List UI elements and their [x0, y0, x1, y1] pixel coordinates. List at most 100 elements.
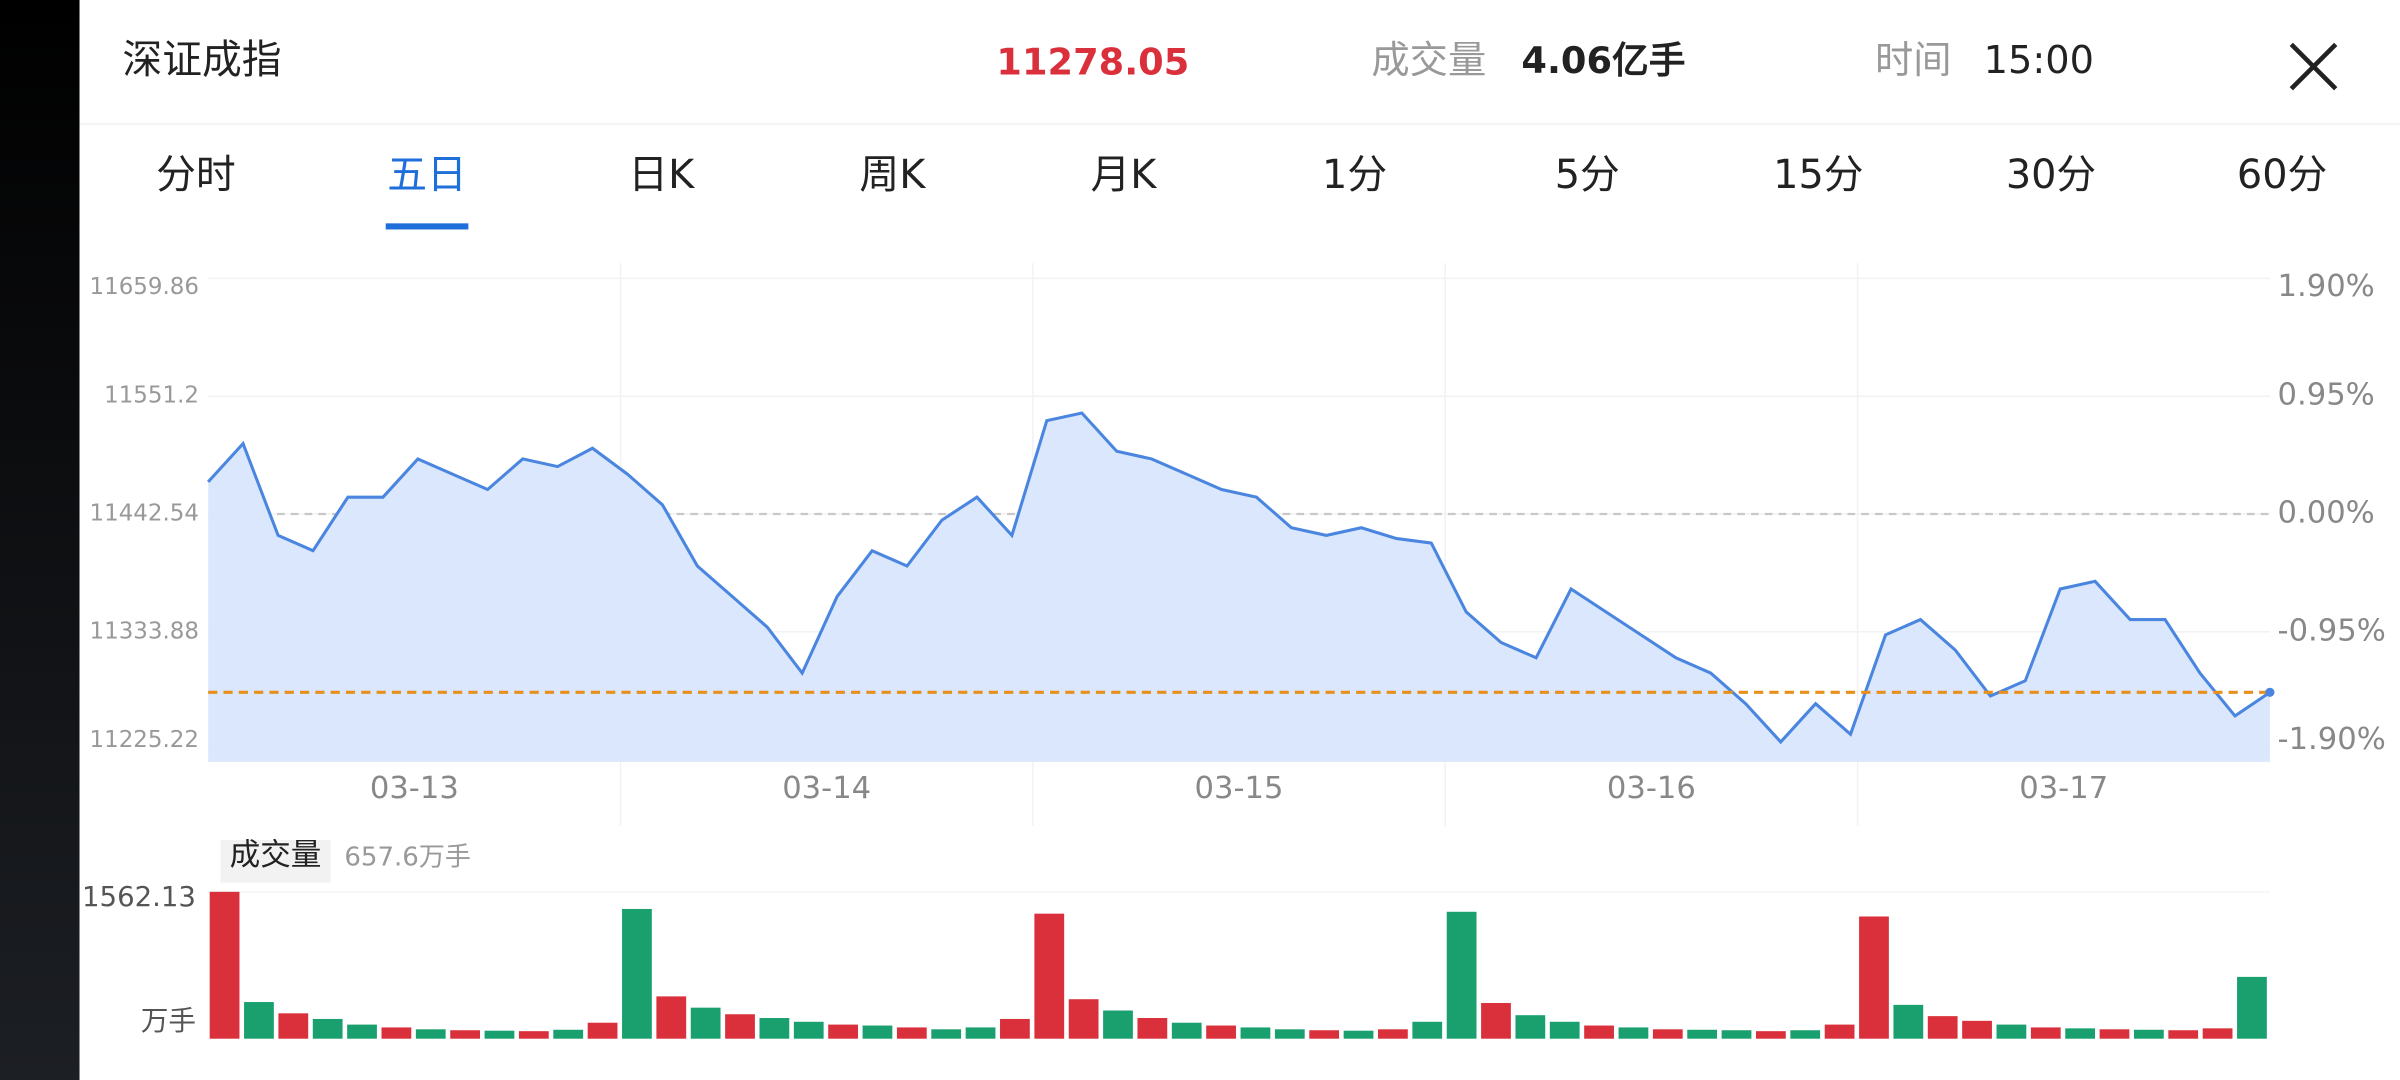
- volume-bar: [2237, 976, 2267, 1039]
- index-name: 深证成指: [122, 37, 281, 83]
- x-tick-label: 03-14: [782, 771, 871, 806]
- volume-bar: [793, 1021, 824, 1039]
- volume-bar: [1618, 1027, 1649, 1039]
- volume-bar: [1378, 1029, 1408, 1039]
- volume-bar: [1721, 1030, 1752, 1039]
- volume-bar: [1000, 1018, 1030, 1039]
- price-area: [208, 413, 2270, 762]
- volume-bar: [828, 1024, 858, 1039]
- volume-bar: [896, 1027, 927, 1039]
- volume-bar: [347, 1024, 377, 1039]
- volume-bar: [1824, 1024, 1855, 1039]
- tab[interactable]: 30分: [2006, 152, 2096, 198]
- x-tick-label: 03-13: [370, 771, 459, 806]
- tab[interactable]: 5分: [1555, 152, 1620, 198]
- volume-bar: [2065, 1028, 2096, 1039]
- x-tick-label: 03-17: [2019, 771, 2108, 806]
- tab[interactable]: 周K: [859, 152, 926, 198]
- volume-bar: [1274, 1029, 1305, 1039]
- volume-tag-bg: [220, 839, 331, 883]
- tab[interactable]: 分时: [156, 152, 236, 198]
- tab[interactable]: 日K: [628, 152, 695, 198]
- time-label: 时间: [1875, 38, 1952, 83]
- y-tick-label: 11659.86: [89, 274, 198, 300]
- volume-bar: [1137, 1018, 1168, 1039]
- tab[interactable]: 15分: [1773, 152, 1863, 198]
- x-tick-label: 03-15: [1195, 771, 1284, 806]
- volume-bar: [965, 1027, 996, 1039]
- volume-bar: [1652, 1029, 1683, 1039]
- x-tick-label: 03-16: [1607, 771, 1696, 806]
- volume-bar: [1859, 916, 1889, 1039]
- volume-bar: [2168, 1030, 2199, 1039]
- volume-unit: 万手: [141, 1005, 196, 1037]
- volume-bar: [1996, 1024, 2027, 1039]
- volume-bar: [1790, 1030, 1821, 1039]
- volume-bar: [1515, 1015, 1546, 1039]
- volume-bar: [1927, 1016, 1958, 1039]
- volume-bar: [622, 908, 652, 1039]
- tab[interactable]: 月K: [1091, 152, 1158, 198]
- volume-bar: [2133, 1029, 2164, 1039]
- tab-underline: [385, 223, 469, 230]
- y-tick-label: 11442.54: [89, 500, 198, 526]
- volume-bar: [1240, 1027, 1271, 1039]
- y-tick-label: 11225.22: [89, 727, 198, 753]
- y-tick-label: 11333.88: [89, 618, 198, 644]
- volume-bar: [2099, 1029, 2130, 1039]
- volume-bar: [1034, 913, 1065, 1039]
- volume-label: 成交量: [1371, 38, 1486, 83]
- volume-bar: [1412, 1021, 1443, 1039]
- time: 15:00: [1984, 38, 2094, 83]
- volume-bar: [381, 1027, 412, 1039]
- y2-tick-label: 0.00%: [2278, 495, 2375, 530]
- price-line: [207, 411, 2271, 745]
- volume-bar: [1171, 1022, 1202, 1039]
- volume-bar: [1549, 1021, 1580, 1039]
- volume-bar: [450, 1030, 480, 1039]
- y2-tick-label: 0.95%: [2278, 378, 2375, 413]
- volume-bar: [244, 1002, 274, 1039]
- volume-bar: [2030, 1027, 2061, 1039]
- tab[interactable]: 60分: [2237, 152, 2327, 198]
- volume-bar: [1068, 999, 1099, 1039]
- volume-bar: [656, 996, 687, 1039]
- volume-bar: [553, 1029, 584, 1039]
- volume-bar: [931, 1029, 962, 1039]
- volume-bar: [725, 1014, 755, 1039]
- last-point: [2265, 687, 2275, 697]
- volume-bar: [1687, 1029, 1718, 1039]
- volume-bar: [1962, 1020, 1992, 1039]
- y-tick-label: 11551.2: [104, 383, 199, 409]
- volume-bar: [278, 1013, 309, 1039]
- close-button[interactable]: [2289, 42, 2338, 91]
- volume-bar: [518, 1031, 549, 1039]
- volume-current: 657.6万手: [344, 843, 470, 873]
- volume-bar: [312, 1018, 343, 1039]
- y2-tick-label: -0.95%: [2278, 613, 2386, 648]
- y2-tick-label: -1.90%: [2278, 722, 2386, 757]
- side-strip: [0, 0, 80, 1080]
- volume-bar: [1446, 911, 1477, 1039]
- volume-bar: [1206, 1025, 1236, 1039]
- tab[interactable]: 五日: [387, 152, 467, 198]
- volume-tick-label: 1562.13: [82, 881, 196, 913]
- volume: 4.06亿手: [1521, 39, 1685, 82]
- volume-bar: [1481, 1002, 1511, 1039]
- volume-title: 成交量: [230, 838, 322, 873]
- volume-bar: [690, 1007, 721, 1039]
- volume-bar: [209, 891, 240, 1039]
- volume-bar: [2202, 1028, 2233, 1039]
- volume-bar: [587, 1022, 618, 1039]
- volume-bar: [1755, 1031, 1786, 1039]
- y2-tick-label: 1.90%: [2278, 269, 2375, 304]
- volume-bar: [759, 1018, 790, 1039]
- tab[interactable]: 1分: [1322, 152, 1387, 198]
- volume-bar: [1893, 1004, 1924, 1039]
- volume-bar: [415, 1029, 446, 1039]
- volume-bar: [1584, 1025, 1614, 1039]
- volume-bar: [484, 1030, 515, 1039]
- volume-bar: [1343, 1030, 1374, 1039]
- volume-bar: [862, 1025, 893, 1039]
